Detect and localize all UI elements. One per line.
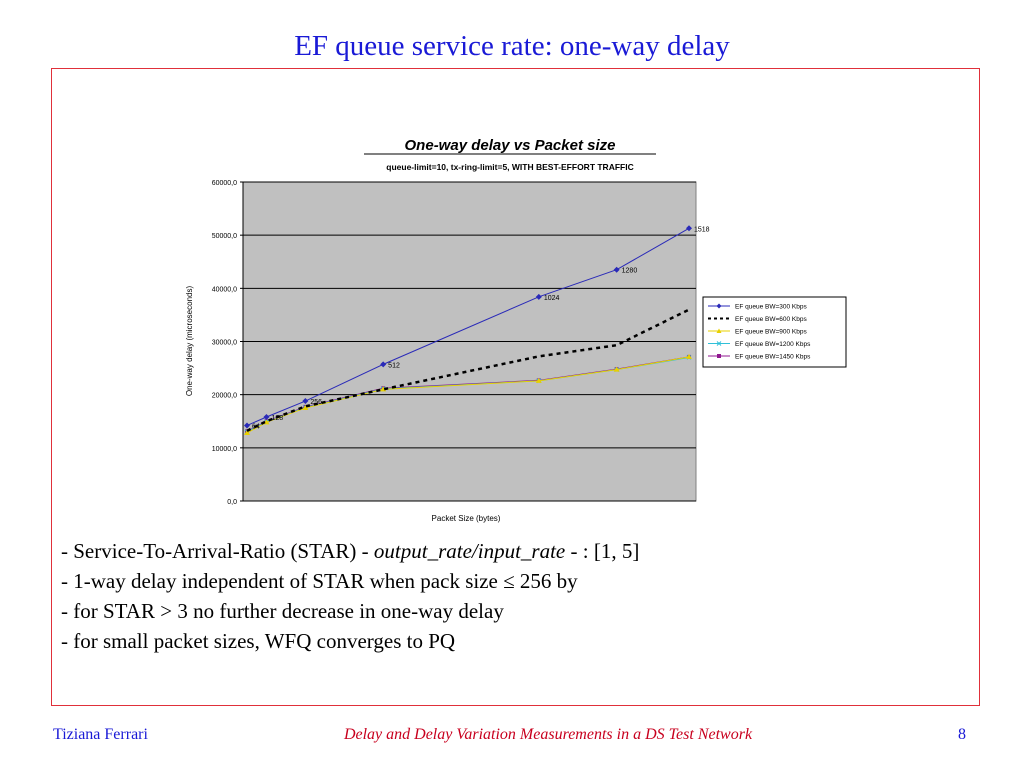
legend-label: EF queue BW=900 Kbps — [735, 329, 807, 336]
data-point — [535, 293, 542, 300]
y-tick-label: 40000,0 — [212, 286, 237, 293]
chart: One-way delay vs Packet size queue-limit… — [185, 137, 847, 523]
y-tick-label: 30000,0 — [212, 340, 237, 347]
legend-label: EF queue BW=1200 Kbps — [735, 341, 811, 348]
data-point — [535, 377, 542, 383]
legend-marker — [716, 303, 722, 309]
data-label: 512 — [388, 362, 400, 369]
legend-label: EF queue BW=600 Kbps — [735, 316, 807, 323]
data-label: 128 — [271, 415, 283, 422]
footer-page-number: 8 — [958, 726, 966, 743]
bullet-text: - 1-way delay independent of STAR when p… — [61, 569, 578, 593]
data-point — [686, 353, 692, 359]
legend-label: EF queue BW=1450 Kbps — [735, 354, 811, 361]
data-point — [613, 266, 620, 273]
footer-presentation-title: Delay and Delay Variation Measurements i… — [343, 726, 753, 743]
data-point — [302, 404, 309, 410]
y-tick-label: 50000,0 — [212, 233, 237, 240]
bullet-list: - Service-To-Arrival-Ratio (STAR) - outp… — [61, 536, 961, 656]
data-label: 1518 — [694, 226, 710, 233]
footer-author: Tiziana Ferrari — [53, 726, 148, 743]
legend-box — [702, 296, 847, 368]
y-tick-label: 60000,0 — [212, 180, 237, 187]
legend-marker — [717, 354, 721, 358]
y-tick-label: 20000,0 — [212, 393, 237, 400]
legend-marker — [716, 341, 722, 346]
bullet-text: - for small packet sizes, WFQ converges … — [61, 629, 456, 653]
data-label: 1280 — [622, 268, 638, 275]
legend-label: EF queue BW=300 Kbps — [735, 304, 807, 311]
y-tick-label: 0,0 — [227, 499, 237, 506]
x-axis-label: Packet Size (bytes) — [432, 514, 501, 523]
data-label: 64 — [252, 424, 260, 431]
data-point — [613, 366, 620, 372]
bullet-item: - 1-way delay independent of STAR when p… — [61, 566, 961, 596]
chart-subtitle: queue-limit=10, tx-ring-limit=5, WITH BE… — [386, 162, 633, 172]
bullet-text: - : [1, 5] — [565, 539, 640, 563]
data-point — [244, 429, 250, 435]
legend-marker — [716, 328, 722, 333]
data-label: 256 — [310, 399, 322, 406]
data-point — [302, 398, 309, 405]
bullet-item: - for STAR > 3 no further decrease in on… — [61, 596, 961, 626]
data-label: 1024 — [544, 295, 560, 302]
data-point — [686, 225, 692, 232]
bullet-text: output_rate/input_rate — [373, 539, 566, 563]
data-point — [380, 361, 387, 368]
bullet-text: - for STAR > 3 no further decrease in on… — [61, 599, 504, 623]
chart-title: One-way delay vs Packet size — [405, 137, 616, 154]
y-axis-label: One-way delay (microseconds) — [185, 286, 194, 397]
bullet-item: - for small packet sizes, WFQ converges … — [61, 626, 961, 656]
data-point — [244, 422, 250, 429]
bullet-text: - Service-To-Arrival-Ratio (STAR) - — [61, 539, 374, 563]
content-frame: One-way delay vs Packet size queue-limit… — [51, 68, 980, 706]
bullet-item: - Service-To-Arrival-Ratio (STAR) - outp… — [61, 536, 961, 566]
y-tick-label: 10000,0 — [212, 446, 237, 453]
data-point — [263, 413, 270, 420]
slide-title: EF queue service rate: one-way delay — [294, 30, 730, 62]
